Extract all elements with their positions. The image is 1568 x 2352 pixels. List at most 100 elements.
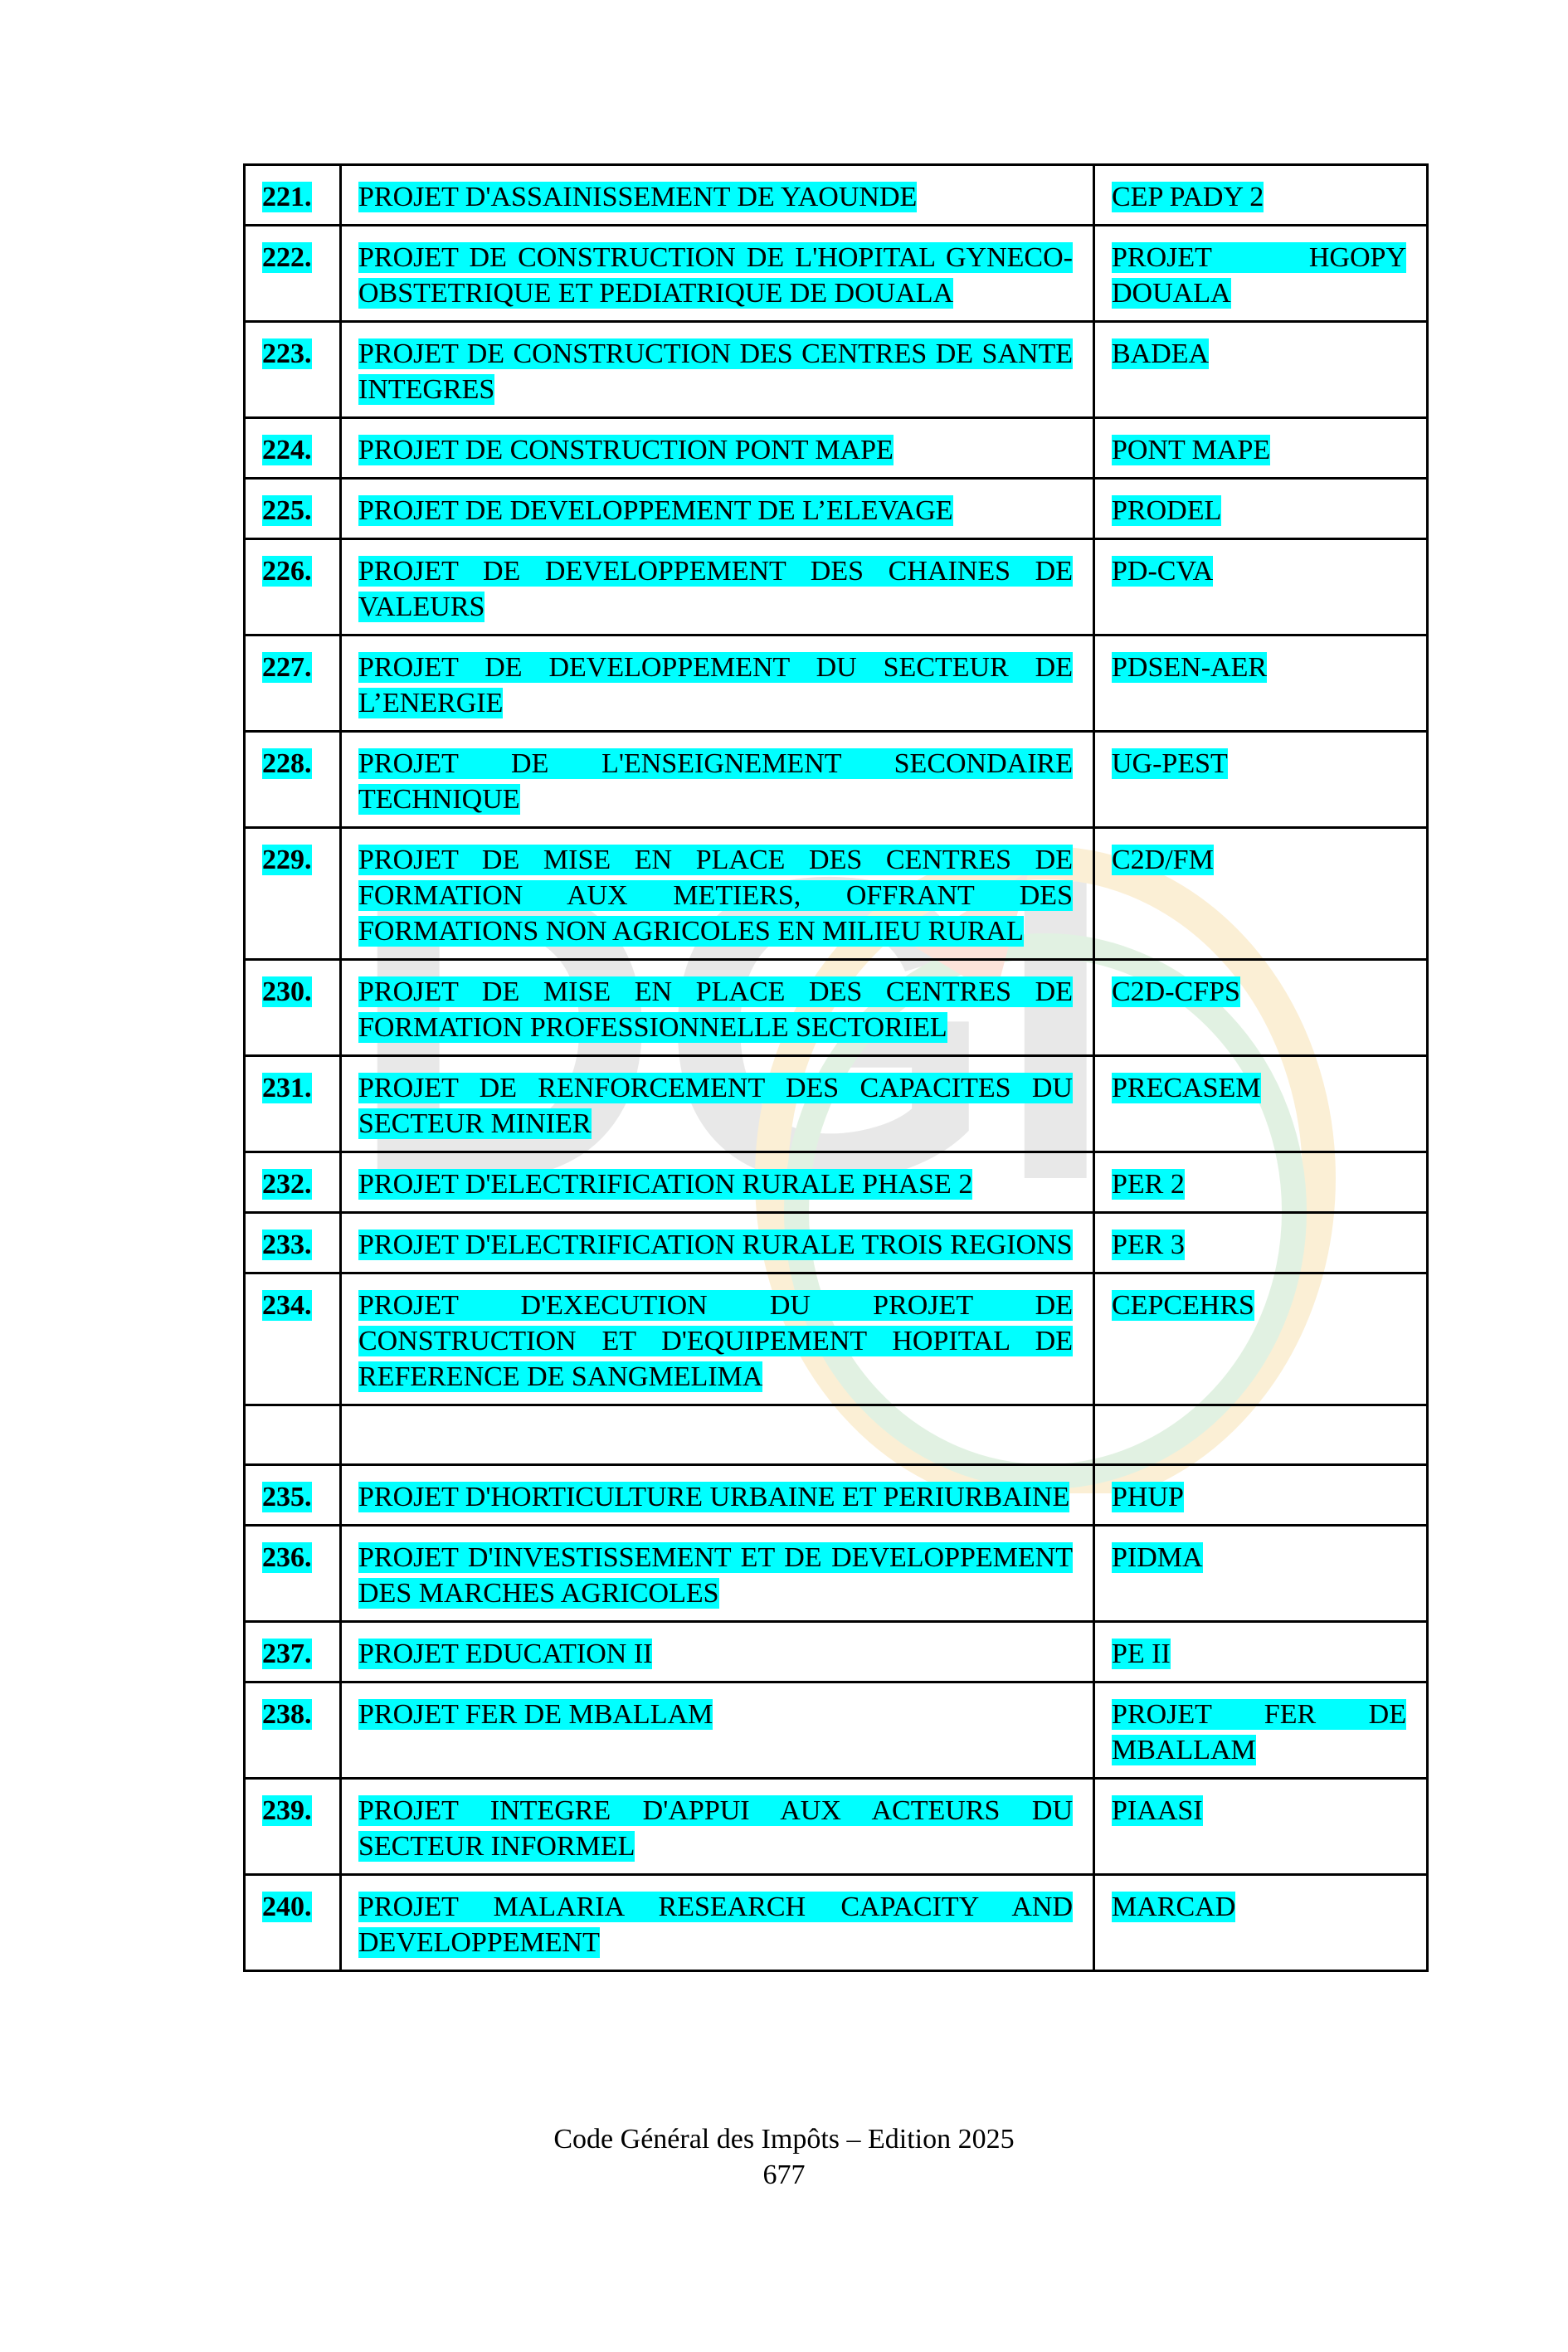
table-row: 229. PROJET DE MISE EN PLACE DES CENTRES … bbox=[243, 826, 1429, 961]
row-number-cell: 236. bbox=[243, 1524, 342, 1623]
project-abbreviation-cell bbox=[1093, 1404, 1429, 1466]
project-abbreviation-cell: PIDMA bbox=[1093, 1524, 1429, 1623]
project-abbreviation-cell: PIAASI bbox=[1093, 1777, 1429, 1876]
row-number: 237. bbox=[262, 1639, 312, 1669]
row-number: 232. bbox=[262, 1169, 312, 1200]
row-number-cell: 237. bbox=[243, 1620, 342, 1683]
table-row: 233. PROJET D'ELECTRIFICATION RURALE TROI… bbox=[243, 1211, 1429, 1274]
project-abbreviation-cell: PD-CVA bbox=[1093, 538, 1429, 636]
row-number: 238. bbox=[262, 1699, 312, 1730]
table-row: 231. PROJET DE RENFORCEMENT DES CAPACITES… bbox=[243, 1054, 1429, 1153]
table-row: 236. PROJET D'INVESTISSEMENT ET DE DEVELO… bbox=[243, 1524, 1429, 1623]
project-abbreviation-cell: CEPCEHRS bbox=[1093, 1272, 1429, 1406]
project-name: PROJET DE RENFORCEMENT DES CAPACITES DU … bbox=[358, 1073, 1073, 1139]
project-name: PROJET FER DE MBALLAM bbox=[358, 1699, 713, 1730]
row-number-cell: 233. bbox=[243, 1211, 342, 1274]
row-number-cell bbox=[243, 1404, 342, 1466]
project-name-cell: PROJET DE DEVELOPPEMENT DE L’ELEVAGE bbox=[339, 477, 1095, 540]
row-number-cell: 232. bbox=[243, 1151, 342, 1214]
project-abbreviation: PROJET HGOPY DOUALA bbox=[1112, 242, 1406, 309]
row-number: 236. bbox=[262, 1542, 312, 1573]
project-name-cell: PROJET DE CONSTRUCTION DES CENTRES DE SA… bbox=[339, 320, 1095, 419]
project-name-cell: PROJET FER DE MBALLAM bbox=[339, 1681, 1095, 1780]
footer-title: Code Général des Impôts – Edition 2025 bbox=[553, 2124, 1015, 2155]
project-abbreviation: BADEA bbox=[1112, 338, 1210, 369]
project-name: PROJET MALARIA RESEARCH CAPACITY AND DEV… bbox=[358, 1892, 1073, 1958]
project-name: PROJET D'EXECUTION DU PROJET DE CONSTRUC… bbox=[358, 1290, 1073, 1392]
project-name-cell: PROJET D'HORTICULTURE URBAINE ET PERIURB… bbox=[339, 1463, 1095, 1527]
project-abbreviation-cell: PRECASEM bbox=[1093, 1054, 1429, 1153]
row-number: 239. bbox=[262, 1795, 312, 1826]
table-row: 224. PROJET DE CONSTRUCTION PONT MAPE PONT… bbox=[243, 416, 1429, 480]
row-number: 229. bbox=[262, 845, 312, 875]
row-number-cell: 221. bbox=[243, 163, 342, 226]
project-name: PROJET DE L'ENSEIGNEMENT SECONDAIRE TECH… bbox=[358, 748, 1073, 815]
project-abbreviation: PIAASI bbox=[1112, 1795, 1203, 1826]
project-abbreviation-cell: PDSEN-AER bbox=[1093, 634, 1429, 733]
table-row: 227. PROJET DE DEVELOPPEMENT DU SECTEUR D… bbox=[243, 634, 1429, 733]
project-abbreviation-cell: PE II bbox=[1093, 1620, 1429, 1683]
project-name: PROJET INTEGRE D'APPUI AUX ACTEURS DU SE… bbox=[358, 1795, 1073, 1862]
table-row: 223. PROJET DE CONSTRUCTION DES CENTRES D… bbox=[243, 320, 1429, 419]
project-name: PROJET DE MISE EN PLACE DES CENTRES DE F… bbox=[358, 976, 1073, 1043]
table-row: 234. PROJET D'EXECUTION DU PROJET DE CONS… bbox=[243, 1272, 1429, 1406]
project-name: PROJET DE CONSTRUCTION DES CENTRES DE SA… bbox=[358, 338, 1073, 405]
row-number-cell: 224. bbox=[243, 416, 342, 480]
project-abbreviation: PDSEN-AER bbox=[1112, 652, 1268, 683]
project-name: PROJET D'ASSAINISSEMENT DE YAOUNDE bbox=[358, 182, 918, 212]
project-name-cell: PROJET DE CONSTRUCTION DE L'HOPITAL GYNE… bbox=[339, 224, 1095, 323]
row-number-cell: 238. bbox=[243, 1681, 342, 1780]
project-name-cell: PROJET EDUCATION II bbox=[339, 1620, 1095, 1683]
project-name: PROJET D'INVESTISSEMENT ET DE DEVELOPPEM… bbox=[358, 1542, 1073, 1609]
project-abbreviation: CEP PADY 2 bbox=[1112, 182, 1264, 212]
row-number: 223. bbox=[262, 338, 312, 369]
project-name: PROJET DE DEVELOPPEMENT DE L’ELEVAGE bbox=[358, 495, 953, 526]
project-name: PROJET D'ELECTRIFICATION RURALE PHASE 2 bbox=[358, 1169, 973, 1200]
project-name: PROJET DE DEVELOPPEMENT DES CHAINES DE V… bbox=[358, 556, 1073, 622]
row-number-cell: 229. bbox=[243, 826, 342, 961]
table-row bbox=[243, 1404, 1429, 1466]
project-abbreviation-cell: PROJET HGOPY DOUALA bbox=[1093, 224, 1429, 323]
project-name-cell: PROJET D'ELECTRIFICATION RURALE TROIS RE… bbox=[339, 1211, 1095, 1274]
row-number-cell: 240. bbox=[243, 1873, 342, 1972]
project-name: PROJET DE MISE EN PLACE DES CENTRES DE F… bbox=[358, 845, 1073, 947]
project-abbreviation: UG-PEST bbox=[1112, 748, 1228, 779]
row-number: 235. bbox=[262, 1482, 312, 1512]
row-number: 228. bbox=[262, 748, 312, 779]
project-abbreviation: PIDMA bbox=[1112, 1542, 1203, 1573]
table-row: 221. PROJET D'ASSAINISSEMENT DE YAOUNDE CE… bbox=[243, 163, 1429, 226]
row-number: 230. bbox=[262, 976, 312, 1007]
project-name: PROJET DE DEVELOPPEMENT DU SECTEUR DE L’… bbox=[358, 652, 1073, 718]
project-abbreviation: PER 3 bbox=[1112, 1230, 1185, 1260]
project-name-cell: PROJET DE MISE EN PLACE DES CENTRES DE F… bbox=[339, 958, 1095, 1057]
project-abbreviation-cell: C2D/FM bbox=[1093, 826, 1429, 961]
project-name: PROJET D'HORTICULTURE URBAINE ET PERIURB… bbox=[358, 1482, 1070, 1512]
project-abbreviation-cell: PER 3 bbox=[1093, 1211, 1429, 1274]
project-name-cell bbox=[339, 1404, 1095, 1466]
project-name: PROJET D'ELECTRIFICATION RURALE TROIS RE… bbox=[358, 1230, 1073, 1260]
project-abbreviation-cell: PROJET FER DE MBALLAM bbox=[1093, 1681, 1429, 1780]
project-name-cell: PROJET D'ASSAINISSEMENT DE YAOUNDE bbox=[339, 163, 1095, 226]
table-row: 239. PROJET INTEGRE D'APPUI AUX ACTEURS D… bbox=[243, 1777, 1429, 1876]
project-abbreviation: C2D-CFPS bbox=[1112, 976, 1240, 1007]
project-name-cell: PROJET DE CONSTRUCTION PONT MAPE bbox=[339, 416, 1095, 480]
project-abbreviation-cell: PONT MAPE bbox=[1093, 416, 1429, 480]
table-row: 230. PROJET DE MISE EN PLACE DES CENTRES … bbox=[243, 958, 1429, 1057]
row-number-cell: 235. bbox=[243, 1463, 342, 1527]
table-row: 232. PROJET D'ELECTRIFICATION RURALE PHAS… bbox=[243, 1151, 1429, 1214]
row-number: 231. bbox=[262, 1073, 312, 1103]
row-number-cell: 231. bbox=[243, 1054, 342, 1153]
row-number-cell: 225. bbox=[243, 477, 342, 540]
project-name: PROJET DE CONSTRUCTION DE L'HOPITAL GYNE… bbox=[358, 242, 1073, 309]
row-number: 240. bbox=[262, 1892, 312, 1922]
table-row: 226. PROJET DE DEVELOPPEMENT DES CHAINES … bbox=[243, 538, 1429, 636]
project-name-cell: PROJET DE DEVELOPPEMENT DU SECTEUR DE L’… bbox=[339, 634, 1095, 733]
project-abbreviation-cell: PHUP bbox=[1093, 1463, 1429, 1527]
page-number: 677 bbox=[762, 2160, 806, 2190]
project-abbreviation: C2D/FM bbox=[1112, 845, 1214, 875]
table-row: 240. PROJET MALARIA RESEARCH CAPACITY AND… bbox=[243, 1873, 1429, 1972]
table-row: 222. PROJET DE CONSTRUCTION DE L'HOPITAL … bbox=[243, 224, 1429, 323]
project-abbreviation: PONT MAPE bbox=[1112, 435, 1271, 465]
project-abbreviation: PER 2 bbox=[1112, 1169, 1185, 1200]
row-number-cell: 226. bbox=[243, 538, 342, 636]
